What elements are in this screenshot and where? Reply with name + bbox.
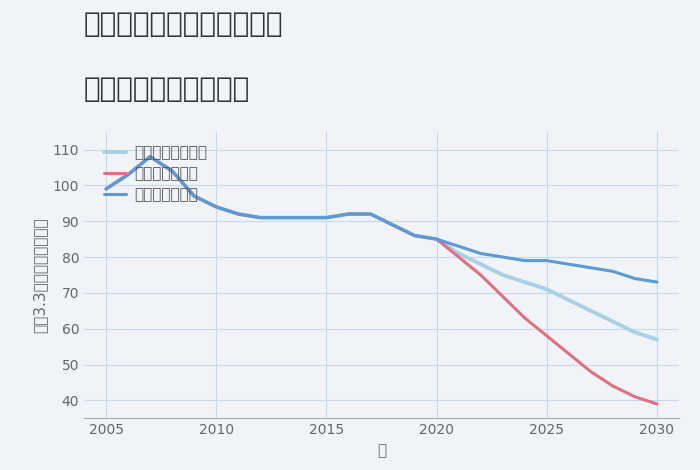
- ノーマルシナリオ: [366, 211, 375, 217]
- ノーマルシナリオ: [410, 233, 419, 238]
- ノーマルシナリオ: [124, 172, 132, 177]
- ノーマルシナリオ: [190, 193, 198, 199]
- バッドシナリオ: [521, 315, 529, 321]
- ノーマルシナリオ: [146, 154, 154, 159]
- Line: ノーマルシナリオ: ノーマルシナリオ: [106, 157, 657, 339]
- ノーマルシナリオ: [653, 337, 662, 342]
- グッドシナリオ: [234, 211, 242, 217]
- バッドシナリオ: [587, 369, 595, 375]
- グッドシナリオ: [344, 211, 353, 217]
- ノーマルシナリオ: [344, 211, 353, 217]
- ノーマルシナリオ: [565, 297, 573, 303]
- グッドシナリオ: [389, 222, 397, 227]
- Text: 兵庫県加古郡播磨町古宮の: 兵庫県加古郡播磨町古宮の: [84, 9, 284, 38]
- ノーマルシナリオ: [609, 319, 617, 324]
- グッドシナリオ: [212, 204, 220, 210]
- グッドシナリオ: [146, 154, 154, 159]
- ノーマルシナリオ: [168, 168, 176, 174]
- バッドシナリオ: [631, 394, 639, 399]
- バッドシナリオ: [278, 215, 286, 220]
- ノーマルシナリオ: [322, 215, 330, 220]
- バッドシナリオ: [653, 401, 662, 407]
- グッドシナリオ: [256, 215, 265, 220]
- ノーマルシナリオ: [278, 215, 286, 220]
- バッドシナリオ: [477, 272, 485, 278]
- グッドシナリオ: [168, 168, 176, 174]
- ノーマルシナリオ: [300, 215, 309, 220]
- バッドシナリオ: [542, 333, 551, 339]
- バッドシナリオ: [410, 233, 419, 238]
- グッドシナリオ: [498, 254, 507, 260]
- Text: 中古戸建ての価格推移: 中古戸建ての価格推移: [84, 75, 251, 103]
- バッドシナリオ: [146, 154, 154, 159]
- X-axis label: 年: 年: [377, 443, 386, 458]
- Line: グッドシナリオ: グッドシナリオ: [106, 157, 657, 282]
- グッドシナリオ: [542, 258, 551, 263]
- ノーマルシナリオ: [212, 204, 220, 210]
- Y-axis label: 坪（3.3㎡）単価（万円）: 坪（3.3㎡）単価（万円）: [32, 217, 47, 333]
- ノーマルシナリオ: [389, 222, 397, 227]
- グッドシナリオ: [322, 215, 330, 220]
- バッドシナリオ: [168, 168, 176, 174]
- ノーマルシナリオ: [454, 251, 463, 256]
- バッドシナリオ: [609, 383, 617, 389]
- グッドシナリオ: [300, 215, 309, 220]
- グッドシナリオ: [609, 268, 617, 274]
- グッドシナリオ: [366, 211, 375, 217]
- ノーマルシナリオ: [498, 272, 507, 278]
- バッドシナリオ: [300, 215, 309, 220]
- バッドシナリオ: [190, 193, 198, 199]
- バッドシナリオ: [433, 236, 441, 242]
- バッドシナリオ: [366, 211, 375, 217]
- バッドシナリオ: [124, 172, 132, 177]
- グッドシナリオ: [587, 265, 595, 271]
- ノーマルシナリオ: [521, 279, 529, 285]
- グッドシナリオ: [454, 243, 463, 249]
- グッドシナリオ: [631, 276, 639, 282]
- バッドシナリオ: [344, 211, 353, 217]
- グッドシナリオ: [102, 186, 110, 192]
- Legend: ノーマルシナリオ, バッドシナリオ, グッドシナリオ: ノーマルシナリオ, バッドシナリオ, グッドシナリオ: [104, 145, 207, 202]
- グッドシナリオ: [433, 236, 441, 242]
- バッドシナリオ: [102, 186, 110, 192]
- バッドシナリオ: [389, 222, 397, 227]
- ノーマルシナリオ: [433, 236, 441, 242]
- バッドシナリオ: [498, 294, 507, 299]
- グッドシナリオ: [565, 261, 573, 267]
- バッドシナリオ: [454, 254, 463, 260]
- グッドシナリオ: [477, 251, 485, 256]
- グッドシナリオ: [124, 172, 132, 177]
- グッドシナリオ: [190, 193, 198, 199]
- バッドシナリオ: [212, 204, 220, 210]
- ノーマルシナリオ: [477, 261, 485, 267]
- ノーマルシナリオ: [631, 329, 639, 335]
- ノーマルシナリオ: [587, 308, 595, 313]
- バッドシナリオ: [234, 211, 242, 217]
- バッドシナリオ: [565, 351, 573, 357]
- ノーマルシナリオ: [256, 215, 265, 220]
- Line: バッドシナリオ: バッドシナリオ: [106, 157, 657, 404]
- バッドシナリオ: [322, 215, 330, 220]
- グッドシナリオ: [653, 279, 662, 285]
- ノーマルシナリオ: [234, 211, 242, 217]
- グッドシナリオ: [278, 215, 286, 220]
- ノーマルシナリオ: [542, 286, 551, 292]
- バッドシナリオ: [256, 215, 265, 220]
- グッドシナリオ: [521, 258, 529, 263]
- ノーマルシナリオ: [102, 186, 110, 192]
- グッドシナリオ: [410, 233, 419, 238]
